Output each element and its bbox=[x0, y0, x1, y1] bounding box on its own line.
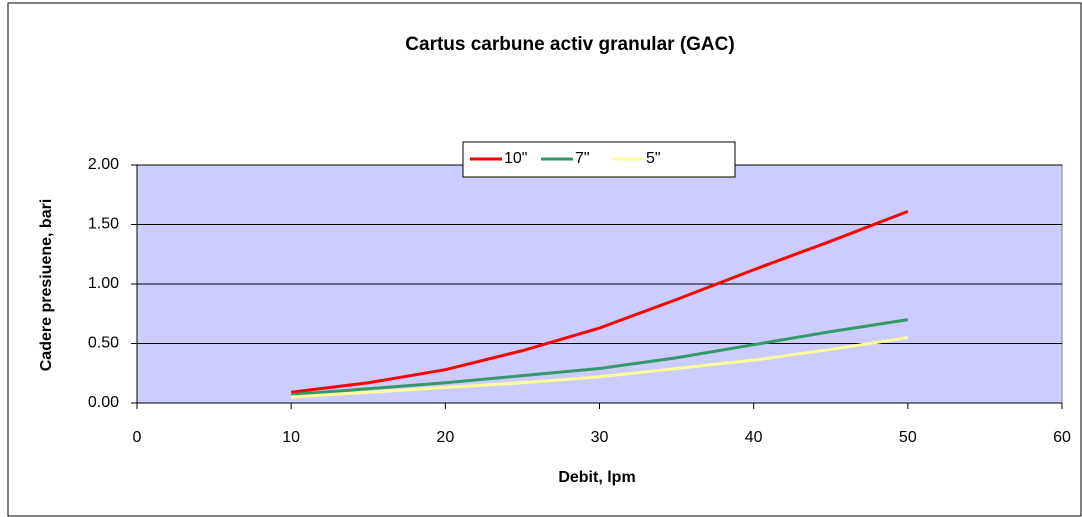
series-line bbox=[291, 318, 909, 397]
y-tick-label: 0.00 bbox=[88, 394, 119, 411]
x-tick-label: 10 bbox=[282, 429, 300, 446]
x-tick-label: 20 bbox=[436, 429, 454, 446]
x-tick-label: 60 bbox=[1053, 429, 1071, 446]
series-line bbox=[290, 210, 909, 394]
y-tick-label: 2.00 bbox=[88, 156, 119, 173]
y-tick-label: 1.00 bbox=[88, 275, 119, 292]
legend-label: 7" bbox=[575, 150, 590, 167]
chart-title: Cartus carbune activ granular (GAC) bbox=[405, 34, 734, 55]
legend-box bbox=[462, 141, 736, 178]
series-line bbox=[291, 336, 909, 399]
x-tick-label: 50 bbox=[899, 429, 917, 446]
x-tick-label: 0 bbox=[133, 429, 142, 446]
legend-label: 5" bbox=[646, 150, 661, 167]
legend-label: 10" bbox=[504, 150, 527, 167]
x-tick-label: 40 bbox=[745, 429, 763, 446]
x-axis-label: Debit, lpm bbox=[558, 469, 635, 486]
x-tick-label: 30 bbox=[591, 429, 609, 446]
y-tick-label: 1.50 bbox=[88, 216, 119, 233]
y-tick-label: 0.50 bbox=[88, 335, 119, 352]
y-axis-label: Cadere presiuene, bari bbox=[38, 199, 55, 372]
